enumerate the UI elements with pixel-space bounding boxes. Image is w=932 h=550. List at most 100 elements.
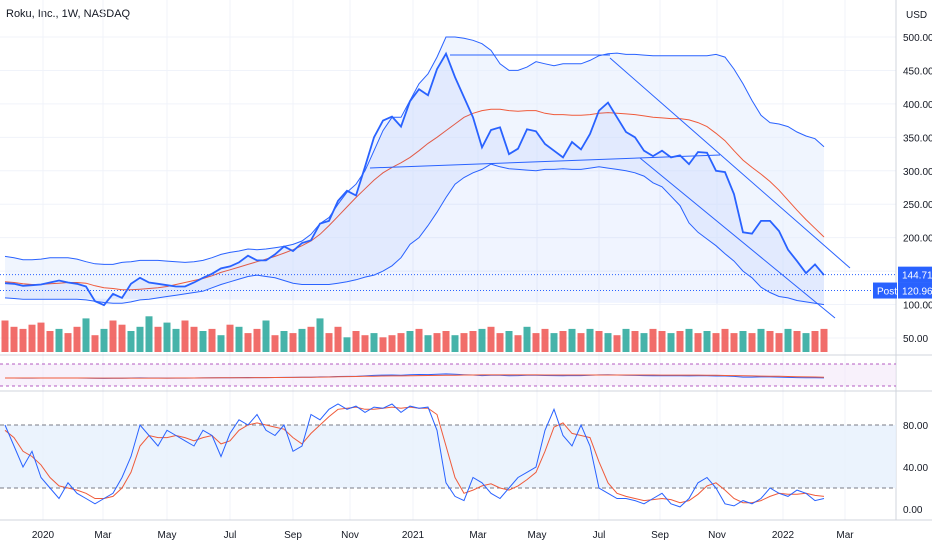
volume-bar bbox=[604, 333, 612, 352]
volume-bar bbox=[703, 331, 711, 352]
currency-label: USD bbox=[906, 10, 927, 21]
volume-bar bbox=[667, 333, 675, 352]
volume-bar bbox=[712, 333, 720, 352]
price-badges: 144.71 Post 120.96 bbox=[873, 266, 932, 299]
price-axis: USD 500.00 450.00 400.00 350.00 300.00 250.00 2… bbox=[903, 10, 932, 516]
volume-bar bbox=[406, 331, 414, 352]
volume-bar bbox=[19, 328, 27, 352]
last-price-badge bbox=[898, 266, 932, 283]
volume-bars bbox=[1, 316, 828, 352]
price-tick-label: 250.00 bbox=[903, 200, 932, 211]
trendline-neckline bbox=[369, 154, 721, 169]
channel-lower bbox=[639, 157, 836, 319]
price-tick-label: 100.00 bbox=[903, 301, 932, 312]
volume-bar bbox=[298, 328, 306, 352]
stoch-band bbox=[0, 425, 896, 488]
lower-band bbox=[4, 163, 825, 306]
time-tick-label: Sep bbox=[651, 530, 669, 541]
volume-bar bbox=[361, 335, 369, 352]
volume-bar bbox=[433, 333, 441, 352]
moving-average bbox=[4, 108, 825, 291]
price-line bbox=[4, 51, 825, 307]
price-tick-label: 500.00 bbox=[903, 33, 932, 44]
volume-bar bbox=[739, 331, 747, 352]
volume-bar bbox=[64, 333, 72, 352]
volume-bar bbox=[82, 318, 90, 352]
volume-bar bbox=[568, 328, 576, 352]
price-area bbox=[5, 53, 824, 306]
volume-bar bbox=[271, 335, 279, 352]
volume-bar bbox=[397, 333, 405, 352]
volume-bar bbox=[46, 331, 54, 352]
volume-bar bbox=[109, 320, 117, 352]
volume-bar bbox=[208, 328, 216, 352]
time-tick-label: 2022 bbox=[772, 530, 795, 541]
volume-bar bbox=[775, 333, 783, 352]
price-tick-label: 200.00 bbox=[903, 234, 932, 245]
volume-bar bbox=[496, 333, 504, 352]
osc-signal bbox=[5, 374, 825, 379]
volume-bar bbox=[388, 335, 396, 352]
volume-bar bbox=[766, 331, 774, 352]
time-tick-label: May bbox=[528, 530, 547, 541]
volume-bar bbox=[550, 333, 558, 352]
volume-bar bbox=[262, 320, 270, 352]
time-axis: 2020 Mar May Jul Sep Nov 2021 Mar May Jul Sep Nov 20… bbox=[32, 530, 854, 541]
volume-bar bbox=[100, 328, 108, 352]
volume-bar bbox=[676, 331, 684, 352]
volume-bar bbox=[28, 324, 36, 352]
time-tick-label: Mar bbox=[94, 530, 112, 541]
volume-bar bbox=[379, 337, 387, 352]
volume-bar bbox=[163, 322, 171, 352]
volume-bar bbox=[244, 333, 252, 352]
volume-bar bbox=[757, 328, 765, 352]
volume-bar bbox=[55, 328, 63, 352]
stoch-k-line bbox=[4, 403, 825, 508]
time-tick-label: Jul bbox=[593, 530, 606, 541]
volume-bar bbox=[154, 326, 162, 352]
volume-bar bbox=[649, 328, 657, 352]
price-tick-label: 450.00 bbox=[903, 66, 932, 77]
upper-band bbox=[4, 36, 825, 265]
trendlines bbox=[0, 54, 896, 319]
volume-bar bbox=[505, 331, 513, 352]
volume-bar bbox=[172, 328, 180, 352]
channel-upper bbox=[609, 57, 851, 269]
volume-bar bbox=[280, 331, 288, 352]
volume-bar bbox=[820, 328, 828, 352]
volume-bar bbox=[451, 335, 459, 352]
volume-bar bbox=[640, 333, 648, 352]
volume-bar bbox=[784, 328, 792, 352]
time-tick-label: Nov bbox=[341, 530, 359, 541]
volume-bar bbox=[532, 333, 540, 352]
price-tick-label: 350.00 bbox=[903, 133, 932, 144]
time-tick-label: 2021 bbox=[402, 530, 425, 541]
volume-bar bbox=[91, 335, 99, 352]
volume-bar bbox=[118, 324, 126, 352]
time-tick-label: May bbox=[158, 530, 177, 541]
volume-bar bbox=[424, 335, 432, 352]
time-tick-label: Mar bbox=[469, 530, 487, 541]
post-label-badge bbox=[873, 282, 897, 299]
volume-bar bbox=[793, 331, 801, 352]
volume-bar bbox=[325, 333, 333, 352]
volume-bar bbox=[190, 326, 198, 352]
time-tick-label: Sep bbox=[284, 530, 302, 541]
volume-bar bbox=[289, 333, 297, 352]
volume-bar bbox=[541, 328, 549, 352]
stoch-tick-label: 40.00 bbox=[903, 463, 928, 474]
volume-bar bbox=[37, 322, 45, 352]
volume-bar bbox=[658, 331, 666, 352]
volume-bar bbox=[415, 328, 423, 352]
price-series bbox=[4, 51, 825, 307]
volume-bar bbox=[334, 326, 342, 352]
volume-bar bbox=[478, 328, 486, 352]
volume-bar bbox=[487, 326, 495, 352]
volume-bar bbox=[622, 328, 630, 352]
volume-bar bbox=[559, 331, 567, 352]
volume-bar bbox=[226, 324, 234, 352]
bollinger-bands bbox=[4, 36, 825, 306]
volume-bar bbox=[1, 320, 9, 352]
last-price-text: 144.71 bbox=[902, 271, 932, 282]
